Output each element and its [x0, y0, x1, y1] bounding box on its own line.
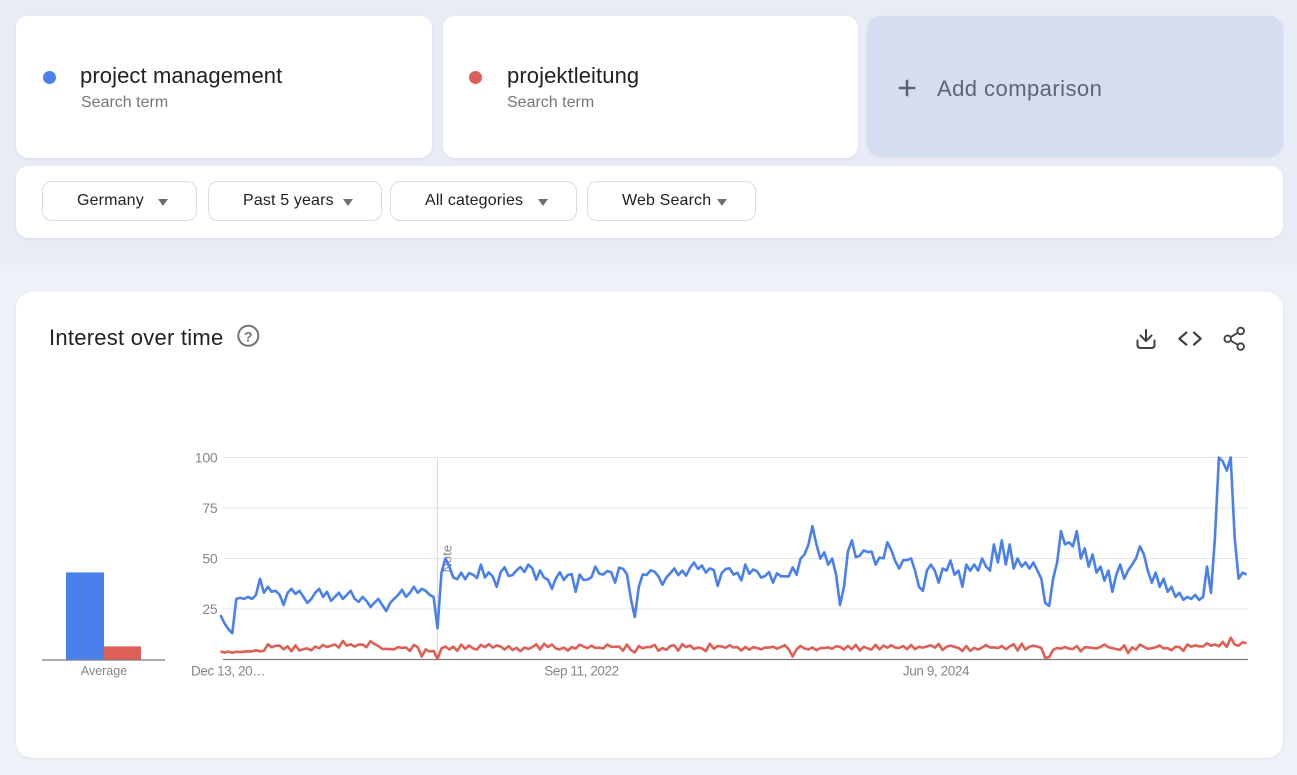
svg-text:?: ?: [244, 328, 253, 344]
svg-text:25: 25: [202, 601, 218, 617]
svg-text:Average: Average: [81, 664, 127, 678]
svg-text:75: 75: [202, 500, 218, 516]
svg-text:Sep 11, 2022: Sep 11, 2022: [544, 664, 619, 679]
svg-text:Jun 9, 2024: Jun 9, 2024: [903, 664, 970, 679]
svg-text:50: 50: [202, 551, 218, 567]
svg-text:Dec 13, 20…: Dec 13, 20…: [191, 664, 265, 679]
svg-text:100: 100: [195, 450, 218, 466]
